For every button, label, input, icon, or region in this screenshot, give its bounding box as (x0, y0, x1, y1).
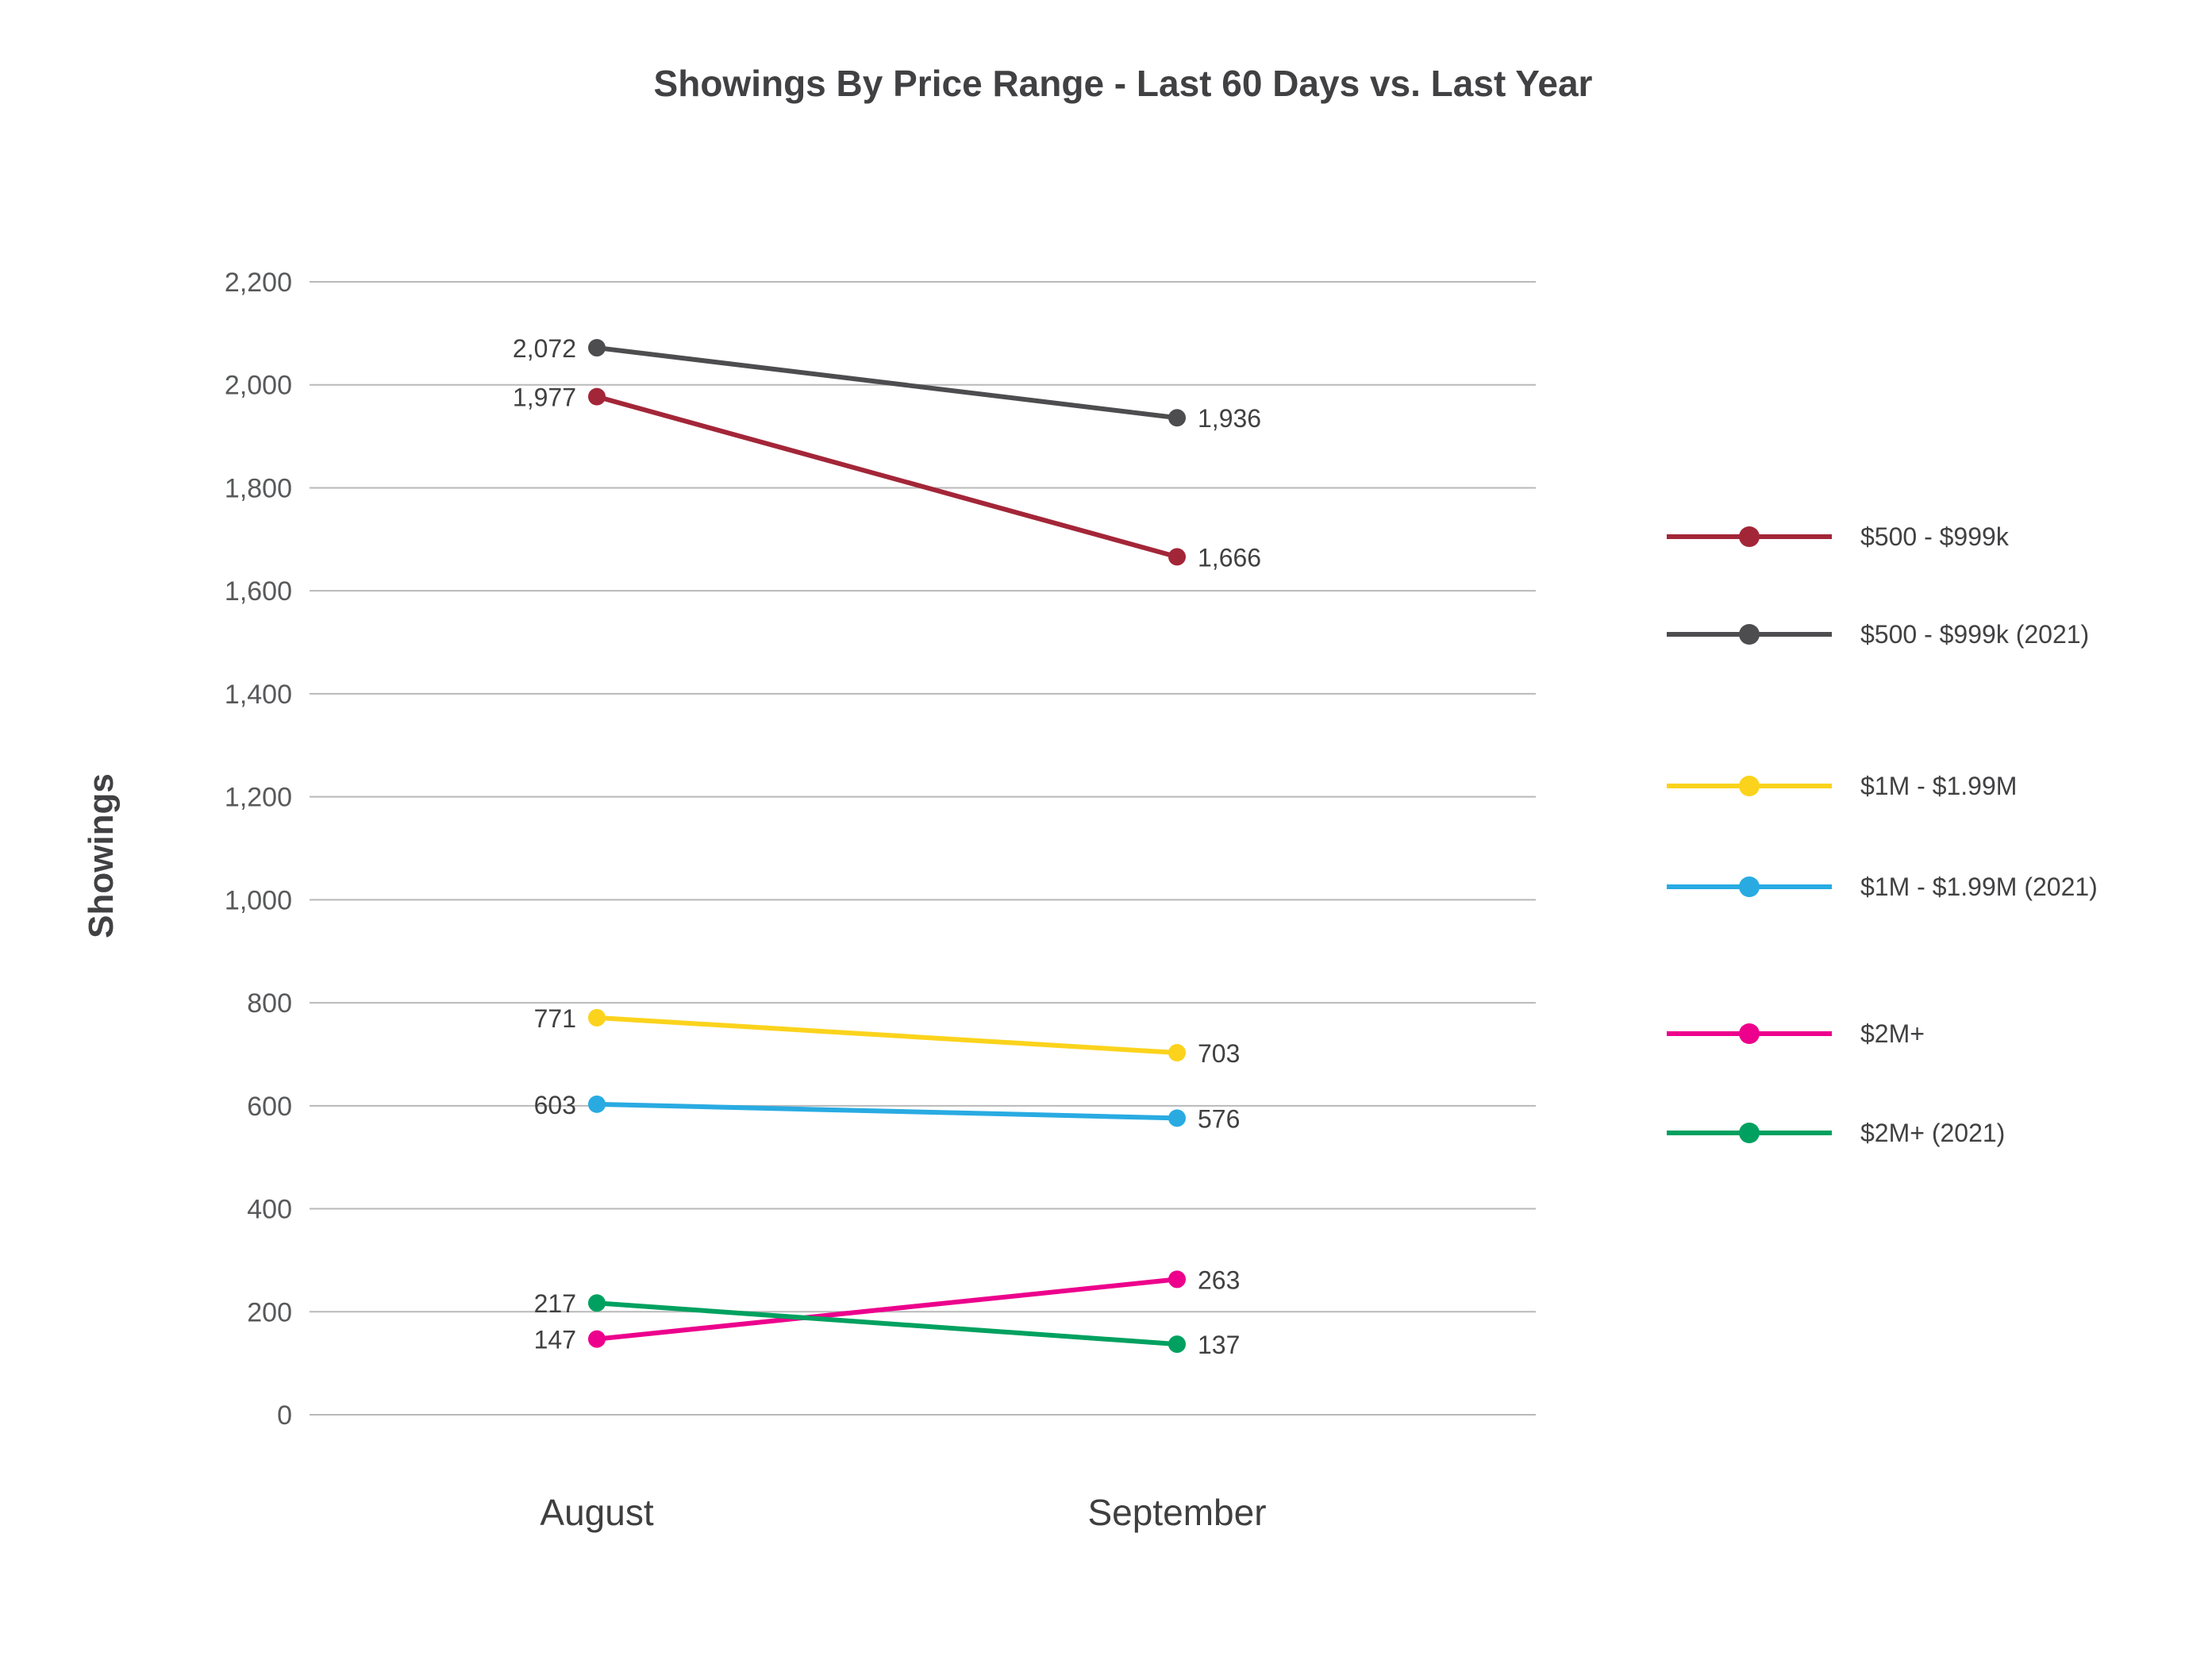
chart-title: Showings By Price Range - Last 60 Days v… (653, 63, 1593, 104)
legend-label: $2M+ (2021) (1860, 1118, 2006, 1147)
series-line (594, 1277, 1179, 1342)
y-tick-label: 1,600 (225, 576, 292, 607)
y-tick-label: 2,200 (225, 268, 292, 298)
data-point (588, 1095, 606, 1113)
y-tick-label: 2,000 (225, 371, 292, 401)
data-label: 771 (534, 1004, 576, 1033)
legend-item: $1M - $1.99M (1665, 771, 2018, 800)
data-label: 1,977 (513, 383, 576, 412)
data-point (588, 339, 606, 357)
data-label: 703 (1198, 1039, 1240, 1068)
data-point (1168, 1109, 1186, 1127)
data-point (1168, 409, 1186, 427)
y-tick-label: 400 (247, 1195, 292, 1225)
series-line (594, 1101, 1179, 1121)
y-tick-label: 1,800 (225, 473, 292, 503)
data-label: 147 (534, 1326, 576, 1354)
legend-item: $2M+ (2021) (1665, 1118, 2006, 1147)
data-point (1168, 548, 1186, 566)
data-label: 603 (534, 1091, 576, 1119)
y-tick-label: 1,400 (225, 680, 292, 710)
data-label: 1,666 (1198, 543, 1261, 572)
legend-marker (1667, 1123, 1832, 1143)
legend-label: $2M+ (1860, 1019, 1925, 1048)
data-label: 576 (1198, 1104, 1240, 1133)
legend-item: $500 - $999k (1665, 522, 2009, 551)
y-tick-label: 0 (277, 1400, 292, 1431)
legend-marker (1667, 876, 1832, 897)
series-line (594, 1300, 1179, 1347)
legend-marker (1667, 624, 1832, 645)
data-point (1168, 1044, 1186, 1062)
y-tick-label: 1,000 (225, 885, 292, 915)
data-point (1168, 1270, 1186, 1289)
data-label: 137 (1198, 1331, 1240, 1359)
data-point (588, 387, 606, 406)
data-label: 217 (534, 1289, 576, 1318)
y-tick-label: 200 (247, 1297, 292, 1327)
y-tick-label: 1,200 (225, 783, 292, 813)
data-point (588, 1294, 606, 1312)
legend-item: $1M - $1.99M (2021) (1665, 872, 2098, 901)
data-label: 263 (1198, 1265, 1240, 1294)
y-tick-label: 600 (247, 1092, 292, 1122)
data-point (588, 1008, 606, 1027)
legend-label: $1M - $1.99M (1860, 771, 2018, 800)
data-point (588, 1330, 606, 1348)
data-label: 1,936 (1198, 404, 1261, 433)
legend: $500 - $999k $500 - $999k (2021) $1M - $1.… (1665, 0, 2181, 1668)
y-tick-label: 800 (247, 988, 292, 1019)
series-line (594, 345, 1179, 421)
legend-marker (1667, 526, 1832, 547)
data-point (1168, 1335, 1186, 1354)
series-line (594, 1015, 1179, 1056)
data-label: 2,072 (513, 334, 576, 363)
legend-marker (1667, 1023, 1832, 1044)
series-line (594, 394, 1179, 560)
legend-item: $2M+ (1665, 1019, 1925, 1048)
legend-label: $1M - $1.99M (2021) (1860, 872, 2098, 901)
legend-label: $500 - $999k (2021) (1860, 619, 2090, 649)
legend-label: $500 - $999k (1860, 522, 2009, 551)
legend-marker (1667, 776, 1832, 796)
legend-item: $500 - $999k (2021) (1665, 619, 2090, 649)
